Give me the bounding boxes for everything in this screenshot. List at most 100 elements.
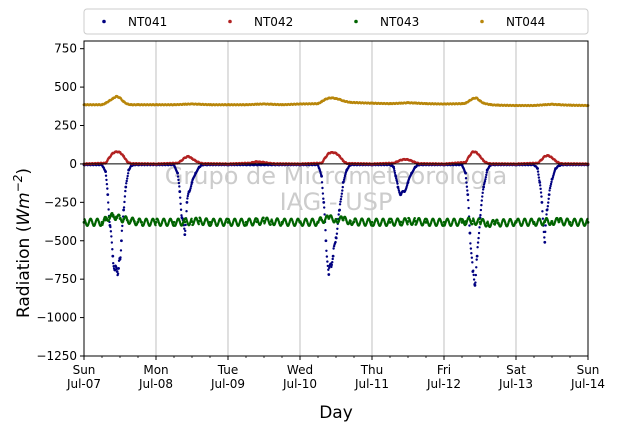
data-point (122, 208, 125, 212)
data-point-fill (324, 229, 327, 232)
grid-layer (155, 41, 517, 356)
x-tick-label-date: Jul-07 (66, 377, 101, 391)
data-point-fill (330, 263, 334, 267)
data-point-fill (475, 258, 478, 261)
x-tick-label-date: Jul-14 (570, 377, 605, 391)
data-point-fill (177, 181, 181, 185)
data-point-fill (537, 176, 541, 179)
data-point-fill (339, 200, 342, 203)
data-point-fill (321, 192, 325, 195)
data-point (536, 167, 539, 170)
data-point-fill (339, 197, 343, 201)
data-point-fill (472, 278, 476, 281)
data-point-fill (539, 191, 543, 194)
data-point-fill (104, 174, 108, 177)
y-tick-label: −1250 (36, 349, 77, 363)
data-point-fill (106, 201, 110, 204)
data-point-fill (485, 171, 488, 174)
data-point (370, 220, 374, 224)
data-point-fill (336, 227, 339, 230)
x-tick-label-date: Jul-11 (354, 377, 389, 391)
data-point-fill (121, 224, 124, 228)
y-axis-label-prefix: Radiation ( (14, 226, 34, 318)
data-point-fill (322, 197, 325, 200)
data-point-fill (331, 257, 334, 261)
data-point-fill (105, 178, 108, 182)
data-point-fill (469, 242, 472, 245)
data-point-fill (478, 226, 481, 229)
data-point-fill (476, 245, 479, 249)
data-point-fill (466, 198, 470, 202)
x-tick-label-day: Sun (73, 363, 96, 377)
x-tick-label-day: Tue (217, 363, 239, 377)
x-tick-label-date: Jul-12 (426, 377, 461, 391)
data-point-fill (540, 195, 543, 198)
data-point-fill (331, 260, 334, 264)
data-point-fill (262, 216, 265, 220)
data-point-fill (176, 175, 180, 178)
legend-marker-nt041 (102, 19, 106, 24)
data-point-fill (470, 256, 474, 259)
data-point-fill (107, 219, 110, 222)
data-point-fill (179, 208, 183, 211)
legend-marker-nt042 (228, 19, 232, 24)
data-point-fill (485, 173, 488, 177)
data-point-fill (465, 185, 469, 188)
data-point-fill (126, 177, 129, 180)
data-point (117, 267, 120, 270)
data-point-fill (154, 223, 157, 227)
data-point-fill (477, 236, 480, 240)
data-point-fill (190, 217, 193, 220)
data-point-fill (126, 174, 129, 178)
data-point (320, 174, 323, 178)
data-point-fill (538, 184, 542, 187)
data-point-fill (105, 182, 109, 186)
legend-label-nt044: NT044 (506, 15, 545, 29)
data-point-fill (477, 231, 481, 235)
data-point-fill (544, 224, 547, 227)
watermark-line-2: IAG - USP (280, 188, 393, 216)
data-point (399, 220, 403, 224)
y-tick-label: −500 (44, 234, 77, 248)
data-point-fill (343, 176, 346, 180)
series-nt043 (82, 212, 590, 229)
data-point-fill (481, 188, 485, 191)
data-point-fill (392, 167, 396, 171)
data-point-fill (536, 170, 540, 173)
legend-box (83, 8, 589, 35)
series-nt044 (82, 94, 590, 108)
data-point-fill (480, 203, 483, 207)
data-point-fill (546, 208, 549, 211)
data-point-fill (120, 229, 124, 232)
data-point-fill (548, 186, 552, 190)
x-tick-label-day: Wed (287, 363, 313, 377)
data-point (327, 273, 331, 276)
data-point-fill (474, 281, 477, 284)
data-point (111, 254, 115, 258)
data-point-fill (119, 249, 123, 252)
data-point-fill (180, 214, 183, 217)
data-layer (82, 94, 590, 287)
data-point-fill (326, 260, 329, 263)
legend-label-nt042: NT042 (254, 15, 293, 29)
data-point-fill (109, 230, 113, 233)
data-point-fill (183, 227, 186, 230)
data-point-fill (479, 208, 483, 212)
x-tick-label-date: Jul-13 (498, 377, 533, 391)
legend-label-nt043: NT043 (380, 15, 419, 29)
data-point-fill (480, 199, 483, 202)
y-axis-label-unit: Wm (14, 192, 34, 225)
data-point-fill (335, 232, 339, 235)
data-point (547, 193, 551, 197)
data-point-fill (469, 247, 473, 250)
data-point-fill (178, 196, 182, 199)
data-point-fill (547, 197, 550, 200)
data-point-fill (550, 180, 553, 184)
data-point (322, 200, 326, 204)
data-point-fill (106, 187, 109, 190)
data-point-fill (342, 180, 345, 183)
data-point-fill (547, 201, 550, 204)
data-point-fill (481, 195, 484, 198)
data-point (543, 240, 547, 244)
data-point-fill (492, 220, 496, 223)
